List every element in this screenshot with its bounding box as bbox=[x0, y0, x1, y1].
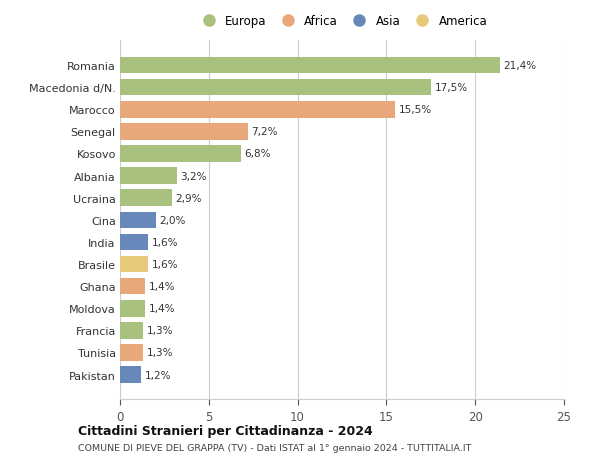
Bar bbox=[120, 256, 148, 273]
Text: 17,5%: 17,5% bbox=[434, 83, 467, 93]
Text: 1,6%: 1,6% bbox=[152, 237, 178, 247]
Legend: Europa, Africa, Asia, America: Europa, Africa, Asia, America bbox=[193, 11, 491, 31]
Text: 2,0%: 2,0% bbox=[159, 215, 185, 225]
Text: 3,2%: 3,2% bbox=[181, 171, 207, 181]
Bar bbox=[120, 168, 177, 185]
Text: 1,3%: 1,3% bbox=[146, 326, 173, 336]
Bar bbox=[120, 190, 172, 207]
Text: 21,4%: 21,4% bbox=[503, 61, 537, 71]
Text: 1,4%: 1,4% bbox=[148, 281, 175, 291]
Bar bbox=[120, 146, 241, 162]
Bar bbox=[120, 80, 431, 96]
Text: Cittadini Stranieri per Cittadinanza - 2024: Cittadini Stranieri per Cittadinanza - 2… bbox=[78, 424, 373, 437]
Text: 1,2%: 1,2% bbox=[145, 370, 172, 380]
Bar bbox=[120, 102, 395, 118]
Bar bbox=[120, 234, 148, 251]
Bar bbox=[120, 344, 143, 361]
Text: 1,3%: 1,3% bbox=[146, 348, 173, 358]
Text: COMUNE DI PIEVE DEL GRAPPA (TV) - Dati ISTAT al 1° gennaio 2024 - TUTTITALIA.IT: COMUNE DI PIEVE DEL GRAPPA (TV) - Dati I… bbox=[78, 443, 472, 452]
Text: 1,4%: 1,4% bbox=[148, 303, 175, 313]
Bar bbox=[120, 300, 145, 317]
Bar bbox=[120, 322, 143, 339]
Bar bbox=[120, 124, 248, 140]
Bar bbox=[120, 366, 142, 383]
Text: 7,2%: 7,2% bbox=[251, 127, 278, 137]
Text: 6,8%: 6,8% bbox=[244, 149, 271, 159]
Text: 2,9%: 2,9% bbox=[175, 193, 202, 203]
Bar bbox=[120, 57, 500, 74]
Text: 15,5%: 15,5% bbox=[399, 105, 432, 115]
Text: 1,6%: 1,6% bbox=[152, 259, 178, 269]
Bar bbox=[120, 278, 145, 295]
Bar bbox=[120, 212, 155, 229]
